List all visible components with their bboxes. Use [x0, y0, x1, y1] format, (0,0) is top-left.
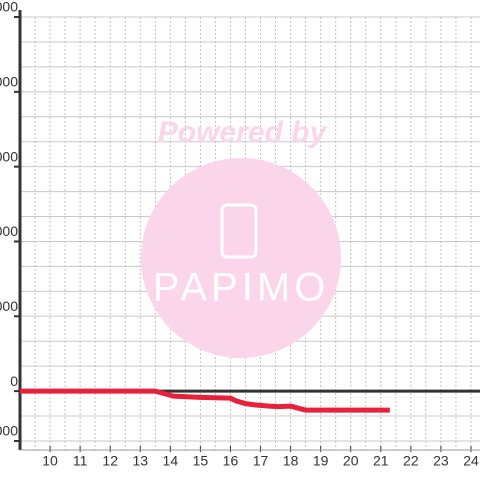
line — [20, 388, 390, 413]
x-tick-label: 13 — [132, 453, 148, 469]
x-tick-label: 15 — [193, 453, 209, 469]
watermark-icon — [220, 203, 258, 259]
x-tick-label: 18 — [283, 453, 299, 469]
y-tick-label: 0 — [10, 373, 18, 389]
x-tick-label: 12 — [102, 453, 118, 469]
x-tick-label: 10 — [42, 453, 58, 469]
x-tick-label: 16 — [223, 453, 239, 469]
y-tick-label: 120,000 — [0, 74, 18, 90]
watermark-title: Powered by — [158, 116, 328, 149]
watermark: Powered by PAPIMO — [141, 116, 341, 358]
x-tick-label: 22 — [403, 453, 419, 469]
y-tick-label: 30,000 — [0, 298, 18, 314]
y-tick-label: 150,000 — [0, 0, 18, 15]
x-tick-label: 17 — [253, 453, 269, 469]
x-tick-label: 23 — [433, 453, 449, 469]
x-tick-label: 19 — [313, 453, 329, 469]
x-tick-label: 14 — [163, 453, 179, 469]
y-tick-label: 60,000 — [0, 223, 18, 239]
x-tick-label: 11 — [73, 453, 88, 469]
watermark-brand: PAPIMO — [153, 266, 330, 310]
y-tick-label: -20,000 — [0, 423, 18, 439]
y-tick-label: 90,000 — [0, 148, 18, 164]
x-tick-label: 21 — [373, 453, 389, 469]
x-tick-label: 20 — [343, 453, 359, 469]
x-tick-label: 24 — [463, 453, 479, 469]
